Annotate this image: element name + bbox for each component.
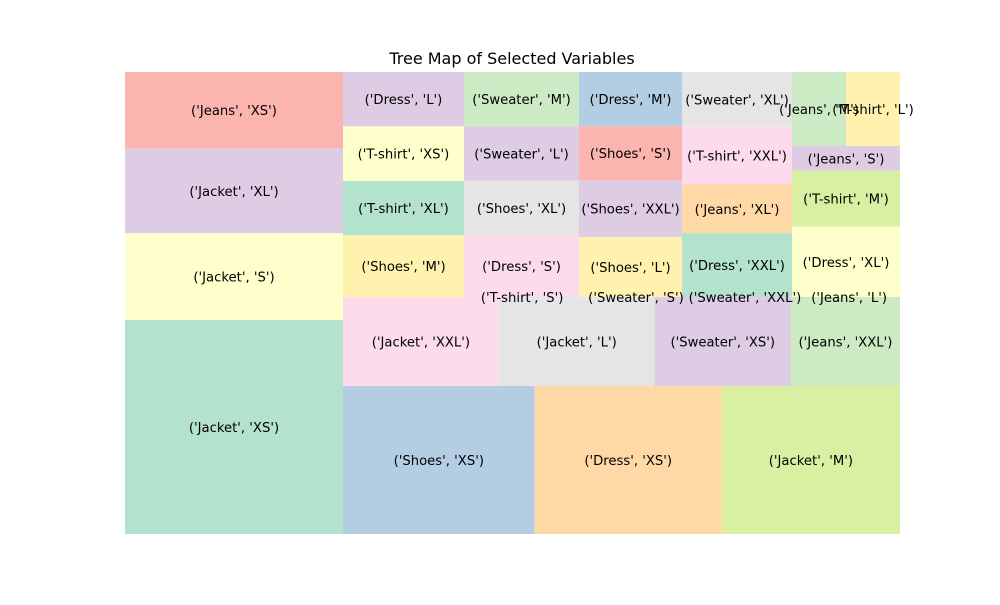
tile-label: ('Jeans', 'XL') [695,203,780,218]
tile-label: ('Dress', 'S') [482,260,561,275]
tile-label: ('Sweater', 'XXL') [689,291,802,306]
treemap-tile [125,148,343,234]
treemap-tile [682,184,792,234]
tile-label: ('Dress', 'XL') [803,256,890,271]
treemap-tile [682,126,792,185]
treemap-tile [579,180,682,238]
tile-label: ('T-shirt', 'L') [832,103,914,118]
tile-label: ('Jacket', 'XS') [189,421,279,436]
treemap-tile [343,235,464,297]
treemap-tiles: ('Jeans', 'XS') ('Jacket', 'XL') ('Jacket'… [125,72,914,534]
chart-title: Tree Map of Selected Variables [388,49,634,68]
treemap-tile [790,297,900,386]
tile-label: ('Jacket', 'L') [537,336,617,351]
tile-label: ('Jeans', 'M') [779,103,859,118]
treemap-tile [343,297,499,386]
treemap-tile [579,237,682,297]
tile-label: ('Shoes', 'S') [590,147,671,162]
tile-label: ('T-shirt', 'XXL') [687,150,787,165]
treemap-tile [721,386,900,534]
treemap-tile [792,226,900,297]
tile-label: ('Jacket', 'XL') [189,185,278,200]
treemap-tile [846,72,900,146]
treemap-tile [579,126,682,181]
treemap-tile [125,319,343,534]
tile-label: ('Jeans', 'XS') [191,104,277,119]
tile-label: ('Shoes', 'L') [590,261,670,276]
tile-label: ('Jeans', 'L') [811,291,887,306]
tile-label: ('Dress', 'XS') [584,454,672,469]
treemap-tile [464,234,579,297]
tile-label: ('Shoes', 'M') [361,260,445,275]
tile-label: ('Shoes', 'XS') [394,454,484,469]
tile-label: ('Jeans', 'XXL') [799,336,893,351]
treemap-tile [125,72,343,149]
tile-label: ('Jacket', 'S') [193,271,274,286]
tile-label: ('Sweater', 'L') [474,147,569,162]
treemap-tile [343,180,464,236]
treemap-tile [125,233,343,320]
treemap-tile [498,297,655,386]
tile-label: ('Dress', 'L') [365,93,443,108]
treemap-tile [654,297,791,386]
treemap-tile [682,233,792,297]
treemap-tile [792,72,846,146]
treemap-tile [534,386,722,534]
treemap-tile [579,72,682,127]
tile-label: ('T-shirt', 'S') [481,291,564,306]
treemap-tile [682,72,792,127]
tile-label: ('Shoes', 'XXL') [581,203,679,218]
tile-label: ('Sweater', 'XL') [685,93,789,108]
treemap-tile [343,126,464,181]
treemap-tile [343,386,535,534]
treemap-tile [792,146,900,171]
tile-label: ('T-shirt', 'M') [803,193,889,208]
tile-label: ('T-shirt', 'XS') [358,148,450,163]
tile-label: ('Dress', 'XXL') [689,259,785,274]
tile-label: ('Jacket', 'XXL') [372,336,470,351]
treemap-tile [464,126,579,181]
tile-label: ('Sweater', 'M') [472,93,571,108]
tile-label: ('Sweater', 'XS') [670,336,775,351]
treemap-tile [792,170,900,227]
treemap-tile [464,72,579,127]
tile-label: ('Jacket', 'M') [769,454,853,469]
tile-label: ('Jeans', 'S') [808,152,885,167]
tile-label: ('Dress', 'M') [590,93,672,108]
treemap-tile [343,72,464,127]
tile-label: ('T-shirt', 'XL') [358,202,449,217]
tile-label: ('Shoes', 'XL') [477,202,566,217]
treemap-tile [464,180,579,235]
tile-label: ('Sweater', 'S') [588,291,684,306]
